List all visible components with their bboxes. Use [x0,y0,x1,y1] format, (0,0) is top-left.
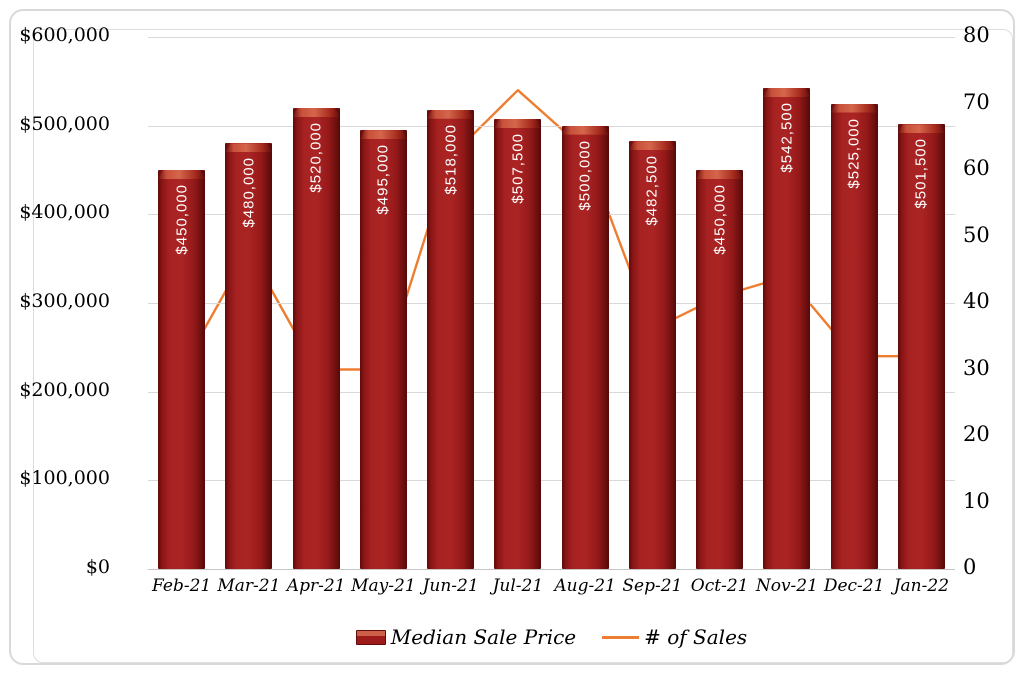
bar: $501,500 [897,124,945,569]
right-axis-tick: 10 [963,488,990,513]
gridline [148,214,955,216]
x-axis-label: Jul-21 [492,576,544,596]
bar-value-label: $495,000 [374,144,392,215]
right-axis-tick: 30 [963,355,990,380]
legend-item-median-sale-price: Median Sale Price [355,625,577,649]
plot-area: $450,000 $480,000 $520,000 $495,000 $518,000… [148,37,955,570]
right-axis-tick: 60 [963,156,990,180]
bar-value-label: $482,500 [643,155,661,226]
right-axis: 80 70 60 50 40 30 20 10 0 [963,23,1018,579]
bar-value-label: $480,000 [240,157,258,228]
right-axis-tick: 80 [963,23,990,47]
bar-bevel-top [158,170,206,179]
bar: $500,000 [561,125,609,569]
line-swatch-icon [602,635,640,639]
gridline [148,125,955,127]
bar-value-label: $450,000 [711,184,729,255]
gridline [148,569,955,570]
bar: $542,500 [763,87,811,569]
bar-bevel-top [561,125,609,135]
x-axis-label: Feb-21 [152,576,212,596]
right-axis-tick: 70 [963,89,990,114]
bar-value-label: $518,000 [442,123,460,195]
bar-value-label: $507,500 [509,133,527,204]
legend-label: Median Sale Price [390,625,577,649]
x-axis-label: Sep-21 [622,576,683,596]
x-axis-label: Dec-21 [823,576,885,596]
bar-bevel-top [225,143,273,153]
left-axis-tick: $200,000 [19,378,110,401]
left-axis-tick: $0 [85,556,110,578]
legend: Median Sale Price # of Sales [148,620,955,654]
bar: $525,000 [830,103,878,569]
x-axis: Feb-21 Mar-21 Apr-21 May-21 Jun-21 Jul-21 Aug-… [148,576,955,602]
x-axis-label: Mar-21 [217,576,281,596]
bar-value-label: $525,000 [845,117,863,189]
bar-value-label: $520,000 [307,121,325,193]
left-axis-tick: $500,000 [19,112,110,135]
bar-bevel-top [359,130,407,140]
bar-bevel-top [494,119,542,129]
x-axis-label: Jan-22 [893,576,950,596]
gridline [148,303,955,304]
left-axis-tick: $300,000 [19,290,110,312]
legend-label: # of Sales [644,625,748,649]
bar-value-label: $500,000 [576,139,594,211]
gridline [148,37,955,38]
bar-value-label: $542,500 [778,101,796,173]
x-axis-label: Apr-21 [286,576,346,596]
right-axis-tick: 0 [963,555,977,579]
gridline [148,391,955,393]
x-axis-label: Aug-21 [554,576,616,596]
bar-bevel-top [628,141,676,151]
bar-bevel-top [292,107,340,117]
x-axis-label: Oct-21 [690,576,749,596]
left-axis-tick: $400,000 [19,201,110,224]
right-axis-tick: 40 [963,289,990,313]
bar: $520,000 [292,107,340,569]
x-axis-label: May-21 [351,576,416,596]
bar-value-label: $501,500 [912,138,930,209]
legend-item-number-of-sales: # of Sales [602,625,747,649]
bar: $507,500 [494,119,542,569]
bar-bevel-top [897,124,945,134]
right-axis-tick: 50 [963,222,990,247]
bar-bevel-top [763,87,811,97]
bar-swatch-icon [355,629,386,645]
outer-frame [9,9,1015,665]
bar-bevel-top [696,170,744,179]
bar: $482,500 [628,141,676,569]
gridline [148,480,955,482]
x-axis-label: Jun-21 [422,576,479,596]
bar: $450,000 [696,170,744,569]
bar-value-label: $450,000 [173,184,191,255]
left-axis-tick: $600,000 [19,24,110,46]
x-axis-label: Nov-21 [755,576,818,596]
bar: $480,000 [225,143,273,569]
right-axis-tick: 20 [963,422,990,446]
bar: $450,000 [158,170,206,569]
bar: $518,000 [427,109,475,569]
bar: $495,000 [359,130,407,569]
left-axis-tick: $100,000 [19,467,110,490]
bar-bevel-top [427,109,475,119]
left-axis: $600,000 $500,000 $400,000 $300,000 $200,000… [0,24,110,578]
bar-bevel-top [830,103,878,113]
